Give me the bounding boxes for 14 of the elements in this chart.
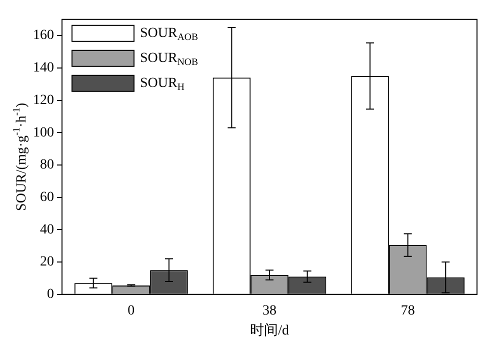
- y-tick-label: 20: [40, 254, 54, 270]
- y-tick-label: 140: [33, 60, 54, 76]
- y-tick-label: 60: [40, 190, 54, 206]
- y-tick-label: 40: [40, 222, 54, 238]
- x-tick-label: 38: [262, 303, 276, 318]
- x-tick-label: 0: [128, 303, 135, 318]
- x-tick-label: 78: [400, 303, 415, 318]
- y-tick-label: 80: [40, 158, 54, 173]
- y-axis-title: SOUR/(mg·g-1·h-1): [12, 102, 30, 211]
- y-tick-label: 0: [47, 287, 54, 302]
- y-tick-label: 160: [33, 28, 54, 44]
- x-axis-title: 时间/d: [250, 322, 289, 338]
- y-tick-label: 120: [33, 92, 54, 108]
- y-tick-label: 100: [33, 125, 54, 140]
